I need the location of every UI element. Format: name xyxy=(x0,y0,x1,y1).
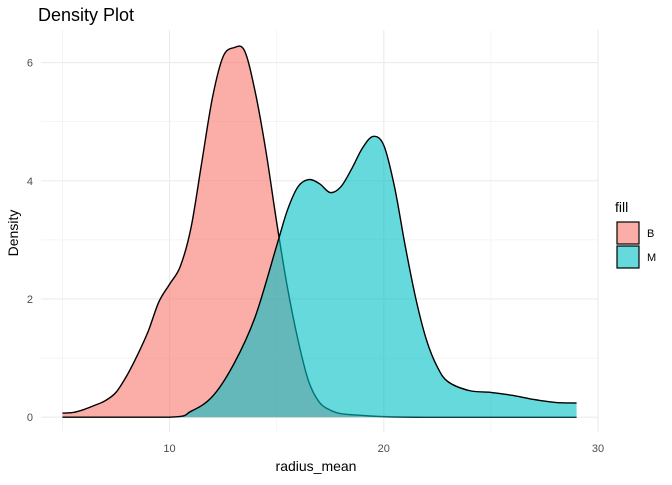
legend: fill BM xyxy=(615,199,656,269)
density-fill-M xyxy=(62,136,577,418)
axis-ticks: 10 20 30 0 2 4 6 xyxy=(27,58,604,455)
x-tick-label: 30 xyxy=(592,443,604,455)
legend-label-B: B xyxy=(647,228,654,240)
legend-key-B xyxy=(616,221,640,245)
legend-title: fill xyxy=(615,199,628,215)
y-tick-label: 0 xyxy=(27,412,33,424)
x-tick-label: 20 xyxy=(378,443,390,455)
y-tick-label: 6 xyxy=(27,58,33,70)
x-axis-title: radius_mean xyxy=(276,458,357,474)
density-line-M xyxy=(62,135,577,418)
density-areas xyxy=(62,45,577,418)
y-axis-title: Density xyxy=(5,210,21,257)
x-tick-label: 10 xyxy=(163,443,175,455)
y-tick-label: 4 xyxy=(27,176,33,188)
y-tick-label: 2 xyxy=(27,294,33,306)
density-fill-B xyxy=(62,46,577,418)
legend-label-M: M xyxy=(647,252,656,264)
legend-key-M xyxy=(616,245,640,269)
chart-title: Density Plot xyxy=(38,5,134,25)
